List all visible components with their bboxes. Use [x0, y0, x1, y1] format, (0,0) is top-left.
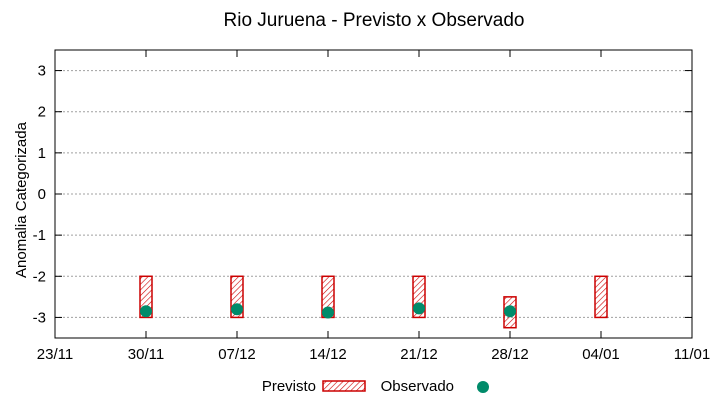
y-axis-label: Anomalia Categorizada [13, 121, 30, 278]
y-tick-label: -3 [33, 309, 46, 326]
legend-swatch-previsto [322, 380, 366, 392]
legend-label-previsto: Previsto [262, 378, 316, 395]
plot-frame [54, 49, 693, 339]
observado-point [413, 302, 425, 315]
y-tick-label: 0 [38, 186, 46, 203]
x-tick-label: 11/01 [674, 346, 710, 363]
observado-point [504, 305, 516, 318]
x-tick-label: 28/12 [491, 346, 529, 363]
observado-point [140, 305, 152, 318]
y-tick-label: 2 [38, 104, 46, 121]
legend-marker-observado [477, 381, 489, 393]
y-tick-label: 1 [38, 145, 46, 162]
chart-title: Rio Juruena - Previsto x Observado [224, 10, 525, 31]
observado-points [140, 302, 516, 319]
observado-point [322, 306, 334, 319]
y-tick-label: -2 [33, 268, 46, 285]
legend-label-observado: Observado [381, 378, 454, 395]
legend: Previsto Observado [262, 378, 489, 395]
x-tick-label: 23/11 [37, 346, 73, 363]
x-tick-label: 30/11 [128, 346, 164, 363]
x-axis-ticks: 23/11 30/11 07/12 14/12 21/12 28/12 04/01 11/01 [37, 50, 710, 363]
x-tick-label: 21/12 [400, 346, 438, 363]
x-tick-label: 04/01 [582, 346, 620, 363]
y-tick-label: 3 [38, 63, 46, 80]
y-tick-label: -1 [33, 227, 46, 244]
y-axis-ticks: 3 2 1 0 -1 -2 -3 [33, 63, 692, 326]
previsto-bar [594, 275, 608, 319]
observado-point [231, 303, 243, 316]
previsto-bars [139, 275, 608, 329]
x-tick-label: 07/12 [218, 346, 256, 363]
x-tick-label: 14/12 [309, 346, 347, 363]
